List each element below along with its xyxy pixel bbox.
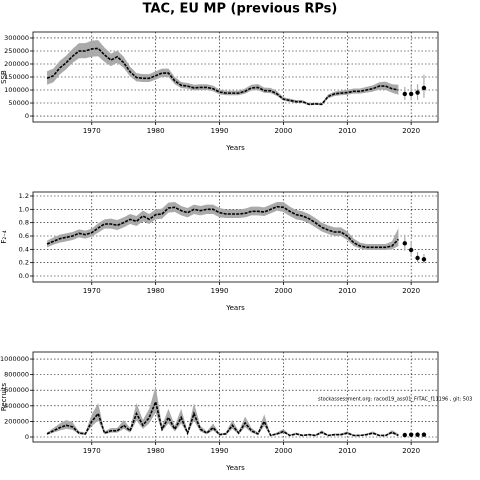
- x-tick-label: 1990: [211, 127, 229, 135]
- point: [402, 241, 407, 246]
- confidence-band: [47, 202, 399, 250]
- x-tick-label: 2010: [338, 447, 356, 455]
- x-tick-label: 2000: [274, 127, 292, 135]
- y-tick-label: 250000: [4, 47, 29, 55]
- x-tick-label: 2010: [338, 287, 356, 295]
- x-tick-label: 1980: [147, 287, 165, 295]
- y-tick-label: 300000: [4, 34, 29, 42]
- plot-frame: [32, 351, 439, 443]
- y-axis-label: F₂₋₄: [0, 230, 8, 244]
- x-tick-label: 1980: [147, 447, 165, 455]
- x-tick-label: 2000: [274, 447, 292, 455]
- y-tick-label: 0: [25, 433, 29, 441]
- y-tick-label: 400000: [4, 402, 29, 410]
- x-axis-label: Years: [225, 464, 245, 472]
- y-tick-label: 0.4: [19, 245, 29, 253]
- y-tick-label: 1000000: [0, 355, 29, 363]
- point: [415, 255, 420, 261]
- annotation: stockassessment.org: racod19_ass01_FrTAC…: [318, 397, 472, 403]
- series-line: [46, 399, 399, 437]
- y-tick-label: 200000: [4, 417, 29, 425]
- y-tick-label: 0.0: [19, 272, 29, 280]
- x-tick-label: 1970: [83, 127, 101, 135]
- y-tick-label: 150000: [4, 73, 29, 81]
- chart-title: TAC, EU MP (previous RPs): [143, 2, 338, 17]
- x-tick-label: 1990: [211, 287, 229, 295]
- x-tick-label: 1990: [211, 447, 229, 455]
- y-tick-label: 800000: [4, 371, 29, 379]
- x-tick-label: 2000: [274, 287, 292, 295]
- point: [408, 247, 414, 253]
- point: [415, 432, 420, 437]
- y-tick-label: 0.8: [19, 219, 29, 227]
- x-tick-label: 2020: [402, 127, 420, 135]
- x-tick-label: 1970: [83, 447, 101, 455]
- point: [421, 257, 427, 262]
- x-tick-label: 2020: [402, 287, 420, 295]
- y-tick-label: 100000: [4, 86, 29, 94]
- y-axis-label: Recruits: [0, 382, 8, 411]
- y-tick-label: 50000: [8, 99, 29, 107]
- point: [402, 91, 407, 97]
- confidence-band: [47, 386, 399, 437]
- x-axis-label: Years: [225, 144, 245, 152]
- y-tick-label: 200000: [4, 60, 29, 68]
- x-tick-label: 2020: [402, 447, 420, 455]
- point: [421, 432, 427, 437]
- series-line: [46, 205, 399, 249]
- y-tick-label: 1.2: [19, 192, 29, 200]
- plot-frame: [32, 191, 439, 283]
- y-axis-label: SSB: [0, 70, 8, 84]
- point: [421, 85, 427, 91]
- x-tick-label: 1970: [83, 287, 101, 295]
- plot-frame: [32, 31, 439, 123]
- x-tick-label: 1980: [147, 127, 165, 135]
- x-tick-label: 2010: [338, 127, 356, 135]
- point: [415, 90, 420, 95]
- y-tick-label: 0: [25, 112, 29, 120]
- series-line: [46, 47, 399, 106]
- y-tick-label: 1.0: [19, 205, 29, 213]
- y-tick-label: 0.2: [19, 259, 29, 267]
- point: [402, 432, 407, 438]
- x-axis-label: Years: [225, 304, 245, 312]
- y-tick-label: 600000: [4, 386, 29, 394]
- point: [408, 91, 414, 97]
- y-tick-label: 0.6: [19, 232, 29, 240]
- point: [408, 432, 414, 437]
